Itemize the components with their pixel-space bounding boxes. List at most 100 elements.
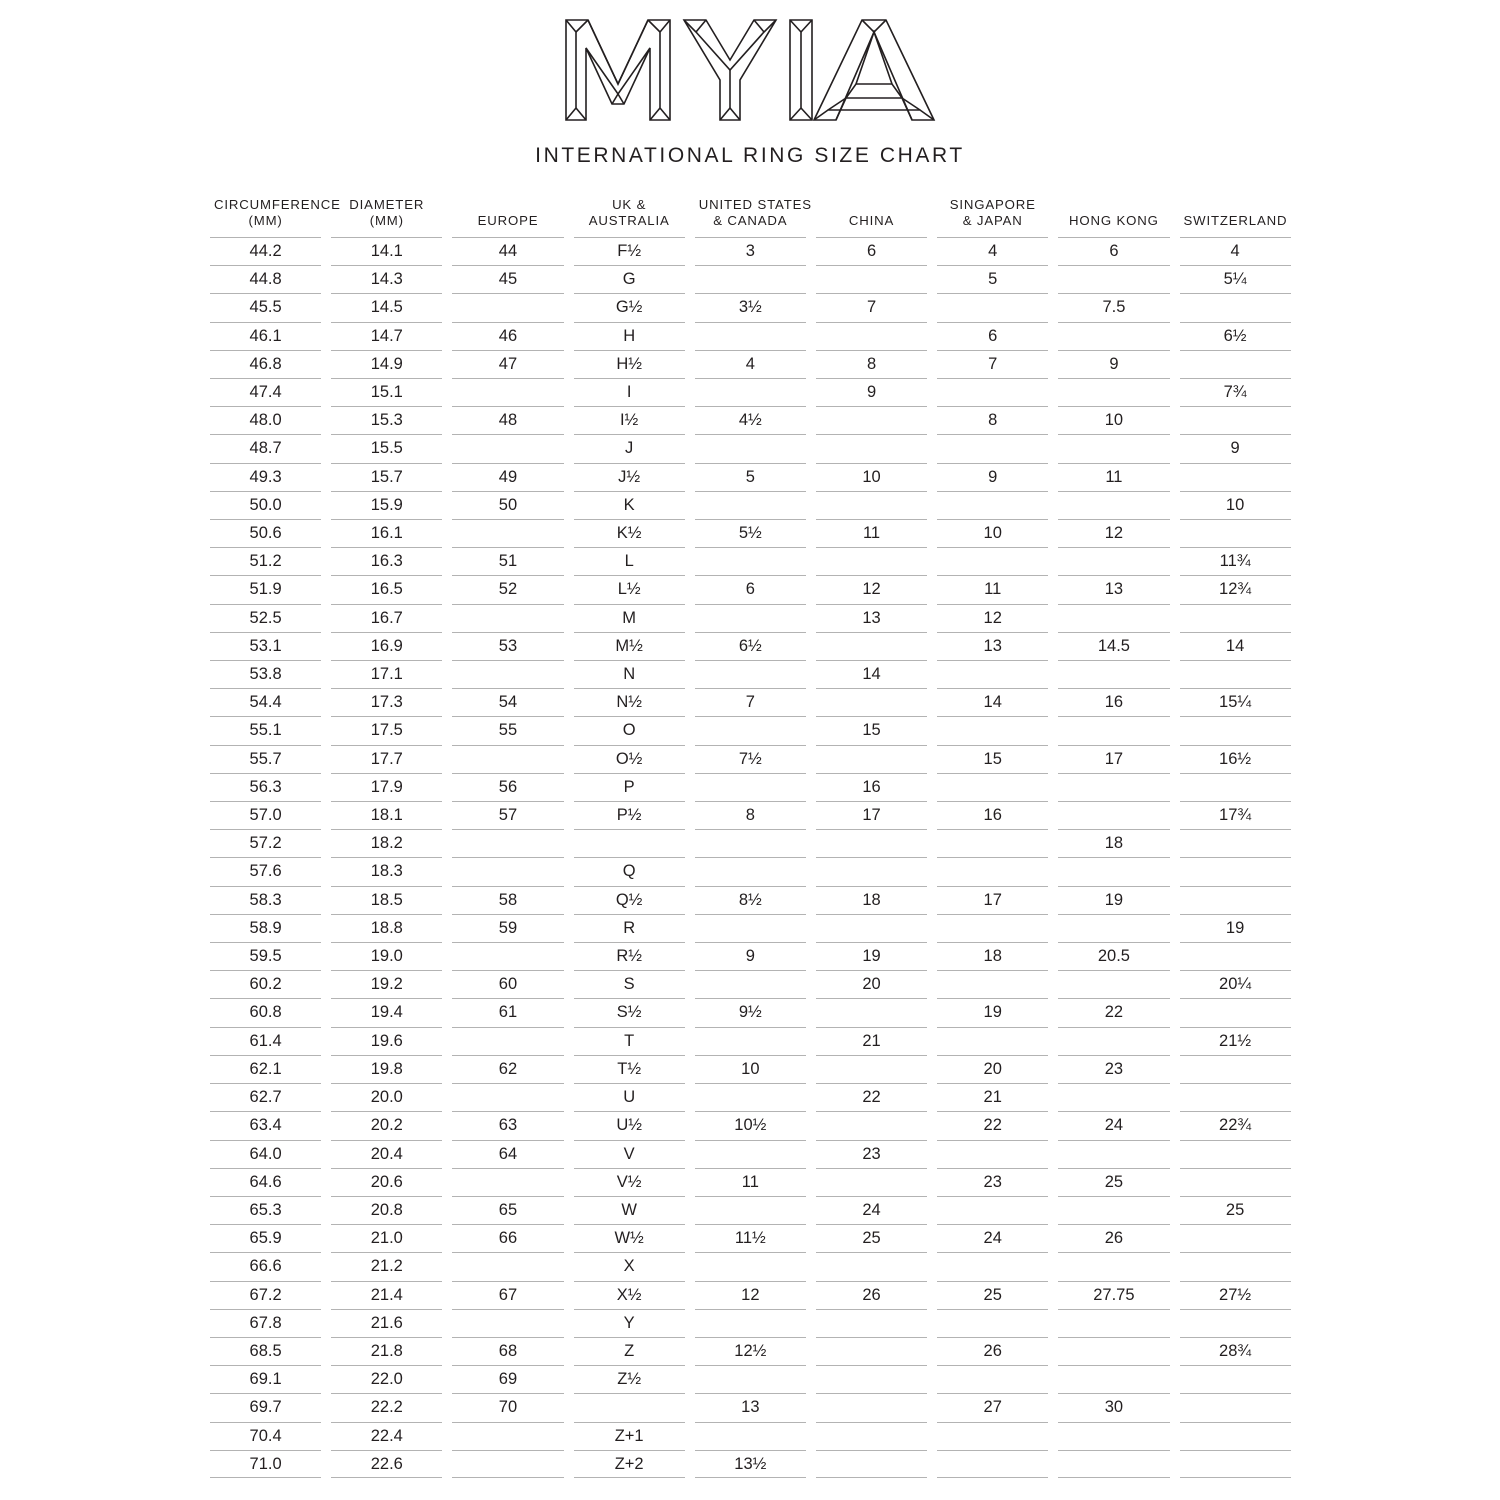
cell-europe: 57	[447, 801, 568, 829]
cell-value: 16.1	[370, 524, 403, 543]
cell-value: 62.7	[249, 1088, 282, 1107]
cell-value: 55	[498, 721, 518, 740]
cell-diameter: 21.2	[326, 1252, 447, 1280]
table-body: 44.2 14.1 44 F½ 3 6 4 6 4 44.8 14.3 45 G 5 5¼ 45.5 14.5 G…	[205, 237, 1296, 1479]
cell-singapore_japan: 10	[932, 519, 1053, 547]
column-header-diameter: DIAMETER (MM)	[326, 182, 447, 237]
cell-circumference: 62.7	[205, 1083, 326, 1111]
cell-switzerland	[1175, 349, 1296, 378]
table-row: 59.5 19.0 R½ 9 19 18 20.5	[205, 942, 1296, 970]
ring-size-table-container: CIRCUMFERENCE (MM) DIAMETER (MM) EUROPE UK & A…	[205, 182, 1296, 1479]
cell-value: 22.6	[370, 1454, 403, 1473]
cell-value: J	[625, 439, 634, 458]
cell-value: 6	[988, 326, 998, 345]
cell-value: 63	[498, 1116, 518, 1135]
cell-europe	[447, 434, 568, 462]
cell-switzerland: 28¾	[1175, 1336, 1296, 1365]
cell-value: 17.5	[370, 721, 403, 740]
cell-singapore_japan	[932, 1449, 1053, 1479]
cell-us_canada	[690, 434, 811, 462]
cell-hong_kong: 19	[1053, 885, 1174, 914]
cell-value: 17	[983, 890, 1002, 909]
cell-value: 64.0	[249, 1144, 282, 1163]
table-row: 47.4 15.1 I 9 7¾	[205, 378, 1296, 406]
cell-us_canada: 4	[690, 349, 811, 378]
cell-value: 9	[988, 467, 998, 486]
cell-value: T	[624, 1031, 635, 1050]
cell-value: 10	[983, 524, 1002, 543]
cell-uk_australia: T½	[569, 1054, 690, 1083]
cell-europe: 69	[447, 1365, 568, 1393]
cell-us_canada: 12½	[690, 1336, 811, 1365]
cell-europe: 49	[447, 462, 568, 491]
cell-value: 50.0	[249, 495, 282, 514]
cell-switzerland	[1175, 1365, 1296, 1393]
cell-diameter: 21.4	[326, 1280, 447, 1309]
cell-value: U½	[616, 1116, 642, 1135]
cell-diameter: 17.9	[326, 772, 447, 801]
cell-circumference: 48.7	[205, 434, 326, 462]
cell-value: 25	[1104, 1172, 1124, 1191]
column-header-line2: & JAPAN	[962, 212, 1023, 228]
cell-uk_australia: V½	[569, 1167, 690, 1196]
cell-uk_australia: Z	[569, 1336, 690, 1365]
cell-value: 12	[741, 1285, 760, 1304]
cell-china: 11	[811, 519, 932, 547]
cell-switzerland: 27½	[1175, 1280, 1296, 1309]
cell-uk_australia: G½	[569, 293, 690, 321]
cell-value: 20	[862, 975, 881, 994]
cell-circumference: 52.5	[205, 603, 326, 632]
cell-value: 6	[1109, 242, 1119, 260]
cell-switzerland	[1175, 829, 1296, 857]
cell-value: 17¾	[1219, 806, 1252, 825]
table-row: 55.1 17.5 55 O 15	[205, 716, 1296, 744]
cell-value: 18.2	[370, 834, 403, 853]
cell-singapore_japan: 6	[932, 321, 1053, 350]
table-row: 66.6 21.2 X	[205, 1252, 1296, 1280]
cell-singapore_japan: 11	[932, 575, 1053, 603]
cell-switzerland	[1175, 1139, 1296, 1168]
cell-uk_australia: J	[569, 434, 690, 462]
cell-china: 21	[811, 1026, 932, 1055]
cell-value: 16	[1104, 693, 1124, 712]
cell-value: N½	[616, 693, 642, 712]
cell-value: 46.1	[249, 326, 282, 345]
cell-value: 7	[745, 693, 755, 712]
cell-value: 20.2	[370, 1116, 403, 1135]
cell-diameter: 20.0	[326, 1083, 447, 1111]
cell-value: 19.4	[370, 1003, 403, 1022]
cell-value: 18.3	[370, 862, 403, 881]
cell-hong_kong: 25	[1053, 1167, 1174, 1196]
cell-value: 16	[862, 777, 881, 796]
cell-us_canada: 12	[690, 1280, 811, 1309]
cell-value: 48	[498, 411, 518, 430]
cell-diameter: 17.1	[326, 660, 447, 688]
table-row: 51.9 16.5 52 L½ 6 12 11 13 12¾	[205, 575, 1296, 603]
cell-value: 26	[862, 1285, 881, 1304]
table-row: 60.2 19.2 60 S 20 20¼	[205, 970, 1296, 998]
cell-switzerland	[1175, 406, 1296, 434]
cell-us_canada	[690, 857, 811, 885]
cell-value: 53	[498, 636, 518, 655]
cell-china: 20	[811, 970, 932, 998]
cell-diameter: 19.8	[326, 1054, 447, 1083]
cell-switzerland	[1175, 660, 1296, 688]
table-row: 62.7 20.0 U 22 21	[205, 1083, 1296, 1111]
cell-value: K	[623, 495, 635, 514]
cell-china: 22	[811, 1083, 932, 1111]
cell-switzerland	[1175, 1252, 1296, 1280]
table-row: 57.0 18.1 57 P½ 8 17 16 17¾	[205, 801, 1296, 829]
cell-diameter: 14.1	[326, 237, 447, 265]
cell-value: 8	[745, 806, 755, 825]
cell-value: 59	[498, 918, 518, 937]
table-row: 44.8 14.3 45 G 5 5¼	[205, 265, 1296, 293]
cell-value: 5	[745, 467, 755, 486]
cell-china: 25	[811, 1224, 932, 1252]
cell-value: 58	[498, 890, 518, 909]
cell-value: 18.5	[370, 890, 403, 909]
cell-hong_kong: 30	[1053, 1393, 1174, 1421]
cell-hong_kong: 26	[1053, 1224, 1174, 1252]
cell-value: 7	[988, 354, 998, 373]
column-header-line2: AUSTRALIA	[588, 212, 670, 228]
